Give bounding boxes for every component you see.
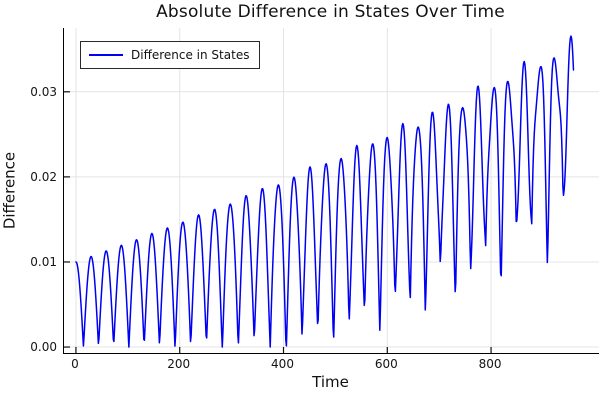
legend: Difference in States	[80, 41, 261, 69]
x-axis-label: Time	[312, 373, 349, 391]
x-tick-label: 0	[71, 357, 79, 371]
x-tick-label: 400	[271, 357, 294, 371]
y-tick-label: 0.01	[30, 254, 57, 269]
x-tick-label: 600	[374, 357, 398, 371]
y-axis-label: Difference	[0, 151, 19, 230]
y-tick-label: 0.00	[30, 340, 57, 355]
legend-line-sample	[89, 54, 123, 56]
x-tick-label: 200	[167, 357, 191, 371]
plot-area	[63, 28, 599, 354]
plot-canvas	[64, 28, 599, 353]
y-tick-label: 0.02	[30, 169, 57, 184]
chart-title: Absolute Difference in States Over Time	[156, 2, 505, 22]
y-tick-label: 0.03	[30, 84, 57, 99]
series-line	[75, 35, 575, 348]
x-tick-label: 800	[478, 357, 502, 371]
legend-series-label: Difference in States	[131, 48, 250, 62]
